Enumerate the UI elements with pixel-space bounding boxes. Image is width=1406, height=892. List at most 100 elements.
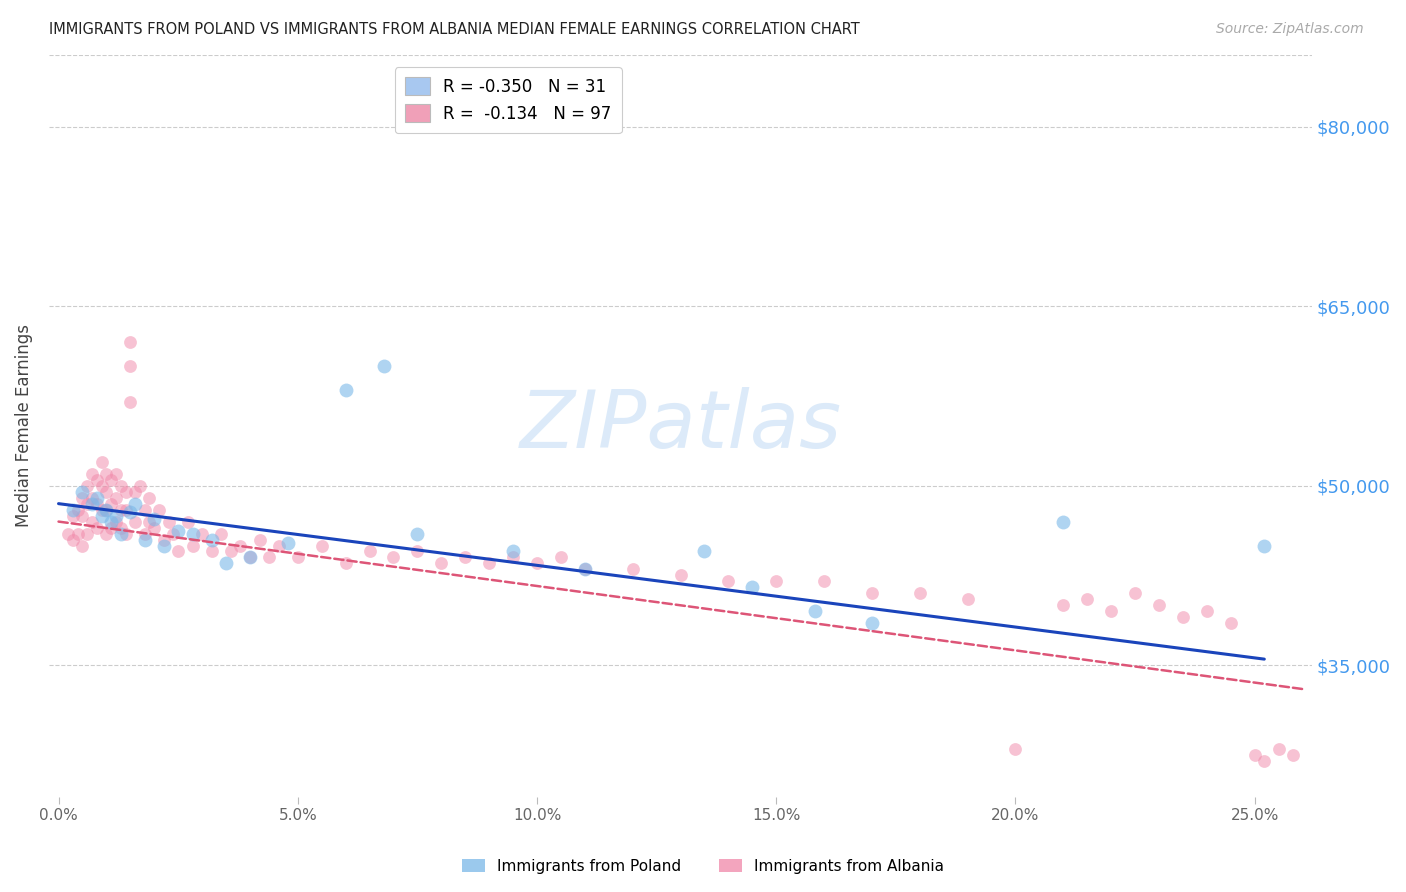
Point bbox=[956, 592, 979, 607]
Point bbox=[110, 502, 132, 516]
Point bbox=[110, 479, 132, 493]
Point bbox=[181, 539, 204, 553]
Point bbox=[717, 574, 740, 589]
Point bbox=[229, 539, 252, 553]
Point bbox=[72, 508, 94, 523]
Point bbox=[550, 550, 572, 565]
Point bbox=[1123, 586, 1146, 600]
Point bbox=[72, 539, 94, 553]
Point bbox=[56, 526, 79, 541]
Point bbox=[1282, 747, 1305, 762]
Point bbox=[90, 479, 112, 493]
Point bbox=[621, 562, 644, 576]
Point bbox=[76, 497, 98, 511]
Point bbox=[157, 515, 180, 529]
Point bbox=[134, 533, 156, 547]
Point bbox=[1253, 539, 1275, 553]
Point bbox=[134, 526, 156, 541]
Point bbox=[1171, 610, 1194, 624]
Point bbox=[100, 520, 122, 534]
Point bbox=[90, 502, 112, 516]
Point bbox=[86, 491, 108, 505]
Point bbox=[502, 550, 524, 565]
Point bbox=[249, 533, 271, 547]
Point bbox=[100, 515, 122, 529]
Point bbox=[257, 550, 280, 565]
Point bbox=[62, 533, 84, 547]
Point bbox=[1243, 747, 1265, 762]
Point bbox=[86, 520, 108, 534]
Point bbox=[406, 544, 429, 558]
Point bbox=[181, 526, 204, 541]
Point bbox=[143, 512, 166, 526]
Point bbox=[201, 533, 224, 547]
Point bbox=[124, 484, 146, 499]
Point bbox=[72, 491, 94, 505]
Point bbox=[138, 491, 160, 505]
Point bbox=[80, 491, 103, 505]
Point bbox=[860, 586, 883, 600]
Point bbox=[120, 505, 142, 519]
Point bbox=[90, 508, 112, 523]
Text: IMMIGRANTS FROM POLAND VS IMMIGRANTS FROM ALBANIA MEDIAN FEMALE EARNINGS CORRELA: IMMIGRANTS FROM POLAND VS IMMIGRANTS FRO… bbox=[49, 22, 860, 37]
Point bbox=[803, 604, 825, 618]
Point bbox=[908, 586, 931, 600]
Point bbox=[1195, 604, 1218, 618]
Point bbox=[128, 479, 150, 493]
Point bbox=[167, 524, 190, 538]
Point bbox=[104, 491, 127, 505]
Point bbox=[287, 550, 309, 565]
Point bbox=[138, 515, 160, 529]
Point bbox=[478, 557, 501, 571]
Point bbox=[741, 580, 763, 594]
Point bbox=[574, 562, 596, 576]
Point bbox=[1052, 515, 1074, 529]
Point bbox=[114, 502, 136, 516]
Point bbox=[1004, 741, 1026, 756]
Point bbox=[76, 479, 98, 493]
Point bbox=[219, 544, 242, 558]
Point bbox=[96, 484, 118, 499]
Point bbox=[1267, 741, 1289, 756]
Point bbox=[693, 544, 716, 558]
Point bbox=[153, 533, 176, 547]
Point bbox=[209, 526, 232, 541]
Point bbox=[90, 455, 112, 469]
Point bbox=[373, 359, 395, 373]
Point bbox=[1052, 599, 1074, 613]
Point bbox=[167, 544, 190, 558]
Text: ZIPatlas: ZIPatlas bbox=[519, 387, 842, 465]
Point bbox=[502, 544, 524, 558]
Point bbox=[62, 508, 84, 523]
Point bbox=[382, 550, 405, 565]
Point bbox=[813, 574, 835, 589]
Point bbox=[359, 544, 381, 558]
Point bbox=[1219, 616, 1241, 631]
Point bbox=[80, 497, 103, 511]
Point bbox=[765, 574, 787, 589]
Point bbox=[148, 502, 170, 516]
Point bbox=[267, 539, 290, 553]
Point bbox=[669, 568, 692, 582]
Point bbox=[72, 484, 94, 499]
Point bbox=[120, 359, 142, 373]
Legend: R = -0.350   N = 31, R =  -0.134   N = 97: R = -0.350 N = 31, R = -0.134 N = 97 bbox=[395, 67, 621, 133]
Point bbox=[406, 526, 429, 541]
Point bbox=[62, 502, 84, 516]
Point bbox=[110, 526, 132, 541]
Point bbox=[80, 515, 103, 529]
Point bbox=[114, 526, 136, 541]
Point bbox=[335, 557, 357, 571]
Point bbox=[574, 562, 596, 576]
Point bbox=[120, 395, 142, 409]
Legend: Immigrants from Poland, Immigrants from Albania: Immigrants from Poland, Immigrants from … bbox=[456, 853, 950, 880]
Point bbox=[335, 383, 357, 397]
Point bbox=[96, 526, 118, 541]
Point bbox=[239, 550, 262, 565]
Point bbox=[454, 550, 477, 565]
Point bbox=[104, 515, 127, 529]
Point bbox=[110, 520, 132, 534]
Point bbox=[526, 557, 548, 571]
Point bbox=[1099, 604, 1122, 618]
Point bbox=[153, 539, 176, 553]
